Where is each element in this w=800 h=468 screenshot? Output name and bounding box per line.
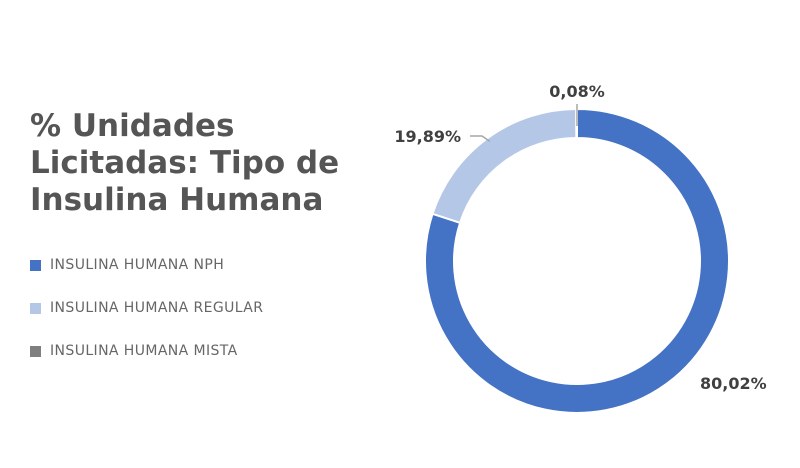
legend-item-nph: INSULINA HUMANA NPH: [30, 254, 263, 276]
donut-slices: [424, 107, 730, 414]
leader-lines: [470, 104, 578, 143]
chart-legend: INSULINA HUMANA NPH INSULINA HUMANA REGU…: [30, 254, 263, 383]
legend-item-regular: INSULINA HUMANA REGULAR: [30, 297, 263, 319]
legend-label-regular: INSULINA HUMANA REGULAR: [50, 300, 264, 316]
slice-nph: [424, 107, 730, 414]
legend-swatch-nph: [30, 259, 41, 271]
legend-label-nph: INSULINA HUMANA NPH: [50, 257, 225, 273]
legend-item-mista: INSULINA HUMANA MISTA: [30, 340, 263, 362]
data-label-regular: 19,89%: [394, 127, 461, 146]
chart-title-line-1: % Unidades: [30, 108, 235, 144]
chart-title-line-2: Licitadas: Tipo de: [30, 145, 340, 181]
data-labels: 80,02% 19,89% 0,08%: [394, 82, 766, 393]
data-label-nph: 80,02%: [700, 374, 767, 393]
leader-line-regular: [470, 135, 491, 143]
legend-swatch-mista: [30, 345, 41, 357]
legend-swatch-regular: [30, 302, 41, 314]
chart-title: % Unidades Licitadas: Tipo de Insulina H…: [30, 108, 390, 219]
legend-label-mista: INSULINA HUMANA MISTA: [50, 343, 238, 359]
chart-title-line-3: Insulina Humana: [30, 182, 324, 218]
data-label-mista: 0,08%: [549, 82, 605, 101]
